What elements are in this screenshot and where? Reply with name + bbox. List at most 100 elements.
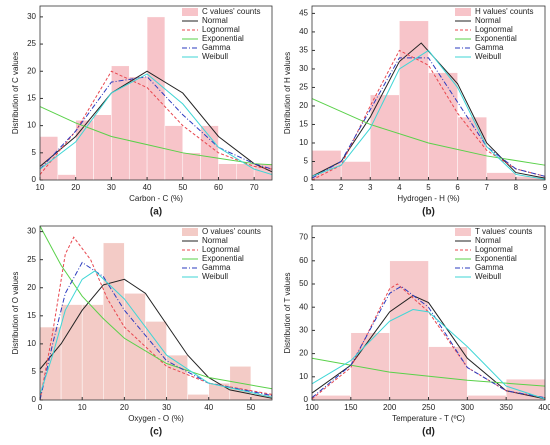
- plot-frame: [39, 225, 273, 401]
- y-tick-label: 5: [32, 148, 37, 157]
- bar: [340, 161, 371, 181]
- bar: [93, 114, 112, 181]
- y-tick-label: 30: [27, 12, 36, 21]
- y-tick-label: 40: [299, 302, 308, 311]
- y-tick-label: 30: [299, 326, 308, 335]
- legend-label: Normal: [475, 16, 501, 25]
- bar: [81, 304, 104, 401]
- y-tick-label: 15: [299, 120, 308, 129]
- x-axis-label: Carbon - C (%): [129, 194, 183, 203]
- x-tick-label: 0: [38, 403, 43, 412]
- y-tick-label: 5: [304, 157, 309, 166]
- legend-label: Exponential: [202, 254, 244, 263]
- y-tick-label: 15: [27, 94, 36, 103]
- panel: 10 20 30 40 50 60 70 0 5 10 15 20 25 30 Carbon - C (%)…: [11, 5, 273, 218]
- legend-label: Gamma: [202, 43, 231, 52]
- fit-curve: [39, 270, 273, 398]
- legend-label: Gamma: [475, 263, 504, 272]
- y-tick-label: 70: [299, 233, 308, 242]
- y-tick-label: 5: [32, 367, 37, 376]
- bar: [187, 394, 209, 401]
- panel: 0 10 20 30 40 50 0 5 10 15 20 25 30 Oxygen - O (%) Dis…: [11, 225, 273, 438]
- fit-curve: [39, 73, 273, 176]
- fit-curve: [39, 225, 273, 390]
- fit-curve: [39, 236, 273, 401]
- legend-label: Lognormal: [475, 25, 513, 34]
- fit-curve: [39, 70, 273, 175]
- bar: [128, 76, 148, 181]
- x-axis-label: Oxygen - O (%): [128, 414, 184, 423]
- bar: [311, 150, 342, 181]
- bar: [164, 125, 184, 181]
- y-tick-label: 50: [299, 279, 308, 288]
- x-tick-label: 3: [368, 183, 373, 192]
- y-tick-label: 10: [27, 121, 36, 130]
- y-tick-label: 40: [299, 27, 308, 36]
- legend-swatch: [455, 8, 471, 16]
- y-tick-label: 10: [27, 339, 36, 348]
- bar: [457, 116, 487, 181]
- y-tick-label: 25: [299, 83, 308, 92]
- y-tick-label: 35: [299, 46, 308, 55]
- legend-label: Weibull: [475, 52, 501, 61]
- panel: 100 150 200 250 300 350 400 0 10 20 30 40 50 60 70 Temp…: [283, 225, 550, 438]
- x-tick-label: 20: [71, 183, 80, 192]
- legend-label: Lognormal: [202, 245, 240, 254]
- x-tick-label: 30: [107, 183, 116, 192]
- legend-label: Exponential: [475, 34, 517, 43]
- x-tick-label: 50: [246, 403, 255, 412]
- x-tick-label: 20: [120, 403, 129, 412]
- legend-label: T values' counts: [475, 227, 532, 236]
- x-tick-label: 2: [339, 183, 344, 192]
- y-axis-label: Distribution of T values: [283, 272, 292, 353]
- bar: [111, 65, 130, 181]
- y-tick-label: 25: [27, 255, 36, 264]
- legend-swatch: [182, 228, 198, 236]
- y-tick-label: 30: [27, 227, 36, 236]
- x-tick-label: 400: [538, 403, 550, 412]
- legend-label: Normal: [475, 236, 501, 245]
- x-tick-label: 200: [383, 403, 397, 412]
- caption: (b): [422, 207, 435, 218]
- x-tick-label: 5: [426, 183, 431, 192]
- caption: (c): [150, 427, 162, 438]
- fit-curve: [39, 76, 273, 170]
- x-tick-label: 300: [461, 403, 475, 412]
- fit-curve: [39, 278, 273, 399]
- fit-curve: [311, 295, 546, 400]
- y-tick-label: 20: [299, 101, 308, 110]
- bar: [218, 163, 237, 181]
- x-tick-label: 10: [78, 403, 87, 412]
- x-tick-label: 100: [305, 403, 319, 412]
- y-tick-label: 10: [299, 138, 308, 147]
- y-tick-label: 45: [299, 9, 308, 18]
- bar: [467, 395, 507, 401]
- legend-label: H values' counts: [475, 7, 533, 16]
- legend-swatch: [182, 8, 198, 16]
- x-tick-label: 60: [214, 183, 223, 192]
- y-tick-label: 10: [299, 372, 308, 381]
- legend-label: Weibull: [202, 272, 228, 281]
- fit-curve: [39, 70, 273, 173]
- bar: [57, 174, 76, 181]
- x-tick-label: 1: [310, 183, 315, 192]
- legend-label: Lognormal: [202, 25, 240, 34]
- x-tick-label: 150: [344, 403, 358, 412]
- x-tick-label: 8: [514, 183, 519, 192]
- bar: [236, 163, 255, 181]
- legend-label: Exponential: [202, 34, 244, 43]
- y-axis-label: Distribution of O values: [11, 272, 20, 355]
- x-axis-label: Hydrogen - H (%): [397, 194, 460, 203]
- legend-label: Normal: [202, 236, 228, 245]
- y-tick-label: 20: [27, 66, 36, 75]
- fit-curve: [311, 49, 546, 180]
- x-tick-label: 9: [543, 183, 548, 192]
- plot-frame: [39, 5, 273, 181]
- bar: [389, 260, 429, 401]
- bar: [39, 136, 59, 181]
- y-tick-label: 0: [32, 395, 37, 404]
- legend-label: Gamma: [202, 263, 231, 272]
- legend-label: C values' counts: [202, 7, 260, 16]
